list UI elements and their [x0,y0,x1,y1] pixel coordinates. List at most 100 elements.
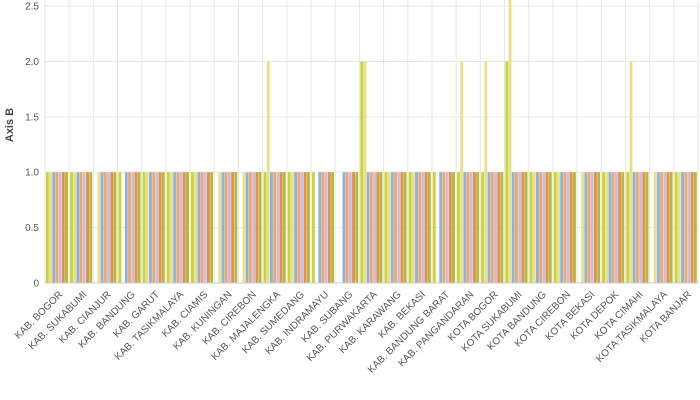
bar[interactable] [653,172,657,283]
bar[interactable] [408,172,412,283]
bar[interactable] [663,172,667,283]
bar[interactable] [363,61,367,283]
bar[interactable] [321,172,325,283]
bar[interactable] [542,172,546,283]
bar[interactable] [532,172,536,283]
bar[interactable] [497,172,501,283]
bar[interactable] [152,172,156,283]
bar[interactable] [642,172,646,283]
bar[interactable] [348,172,352,283]
bar[interactable] [234,172,238,283]
bar[interactable] [463,172,467,283]
bar[interactable] [52,172,56,283]
bar[interactable] [82,172,86,283]
bar[interactable] [300,172,304,283]
bar[interactable] [445,172,449,283]
bar[interactable] [645,172,649,283]
bar[interactable] [352,172,356,283]
bar[interactable] [58,172,62,283]
bar[interactable] [629,61,633,283]
bar[interactable] [110,172,114,283]
bar[interactable] [469,172,473,283]
bar[interactable] [142,172,146,283]
bar[interactable] [103,172,107,283]
bar[interactable] [145,172,149,283]
bar[interactable] [158,172,162,283]
bar[interactable] [294,172,298,283]
bar[interactable] [494,172,497,283]
bar[interactable] [400,172,404,283]
bar[interactable] [191,172,194,283]
bar[interactable] [137,172,141,283]
bar[interactable] [360,61,364,283]
bar[interactable] [681,172,685,283]
bar[interactable] [605,172,609,283]
bar[interactable] [70,172,73,283]
bar[interactable] [355,172,359,283]
bar[interactable] [484,61,488,283]
bar[interactable] [690,172,694,283]
bar[interactable] [107,172,110,283]
bar[interactable] [521,172,525,283]
bar[interactable] [387,172,391,283]
bar[interactable] [311,172,315,283]
bar[interactable] [602,172,606,283]
bar[interactable] [403,172,407,283]
bar[interactable] [287,172,291,283]
bar[interactable] [500,172,504,283]
bar[interactable] [182,172,186,283]
bar[interactable] [134,172,138,283]
bar[interactable] [581,172,585,283]
bar[interactable] [203,172,207,283]
bar[interactable] [684,172,688,283]
bar[interactable] [569,172,573,283]
bar[interactable] [186,172,189,283]
bar[interactable] [597,172,601,283]
bar[interactable] [318,172,322,283]
bar[interactable] [608,172,612,283]
bar[interactable] [621,172,625,283]
bar[interactable] [669,172,673,283]
bar[interactable] [366,172,370,283]
bar[interactable] [693,172,697,283]
bar[interactable] [476,172,480,283]
bar[interactable] [149,172,152,283]
bar[interactable] [487,172,491,283]
bar[interactable] [100,172,104,283]
bar[interactable] [618,172,622,283]
bar[interactable] [255,172,259,283]
bar[interactable] [563,172,567,283]
bar[interactable] [687,172,691,283]
bar[interactable] [210,172,214,283]
bar[interactable] [529,172,533,283]
bar[interactable] [511,172,515,283]
bar[interactable] [76,172,80,283]
bar[interactable] [656,172,660,283]
bar[interactable] [306,172,310,283]
bar[interactable] [86,172,89,283]
bar[interactable] [427,172,431,283]
bar[interactable] [324,172,328,283]
bar[interactable] [282,172,286,283]
bar[interactable] [155,172,159,283]
bar[interactable] [411,172,415,283]
bar[interactable] [327,172,331,283]
bar[interactable] [200,172,204,283]
bar[interactable] [384,172,388,283]
bar[interactable] [452,172,455,283]
bar[interactable] [535,172,539,283]
bar[interactable] [248,172,252,283]
bar[interactable] [674,172,678,283]
bar[interactable] [342,172,346,283]
bar[interactable] [49,172,52,283]
bar[interactable] [128,172,131,283]
bar[interactable] [415,172,418,283]
bar[interactable] [666,172,670,283]
bar[interactable] [118,172,122,283]
bar[interactable] [593,172,597,283]
bar[interactable] [170,172,173,283]
bar[interactable] [373,172,376,283]
bar[interactable] [379,172,383,283]
bar[interactable] [418,172,422,283]
bar[interactable] [266,61,270,283]
